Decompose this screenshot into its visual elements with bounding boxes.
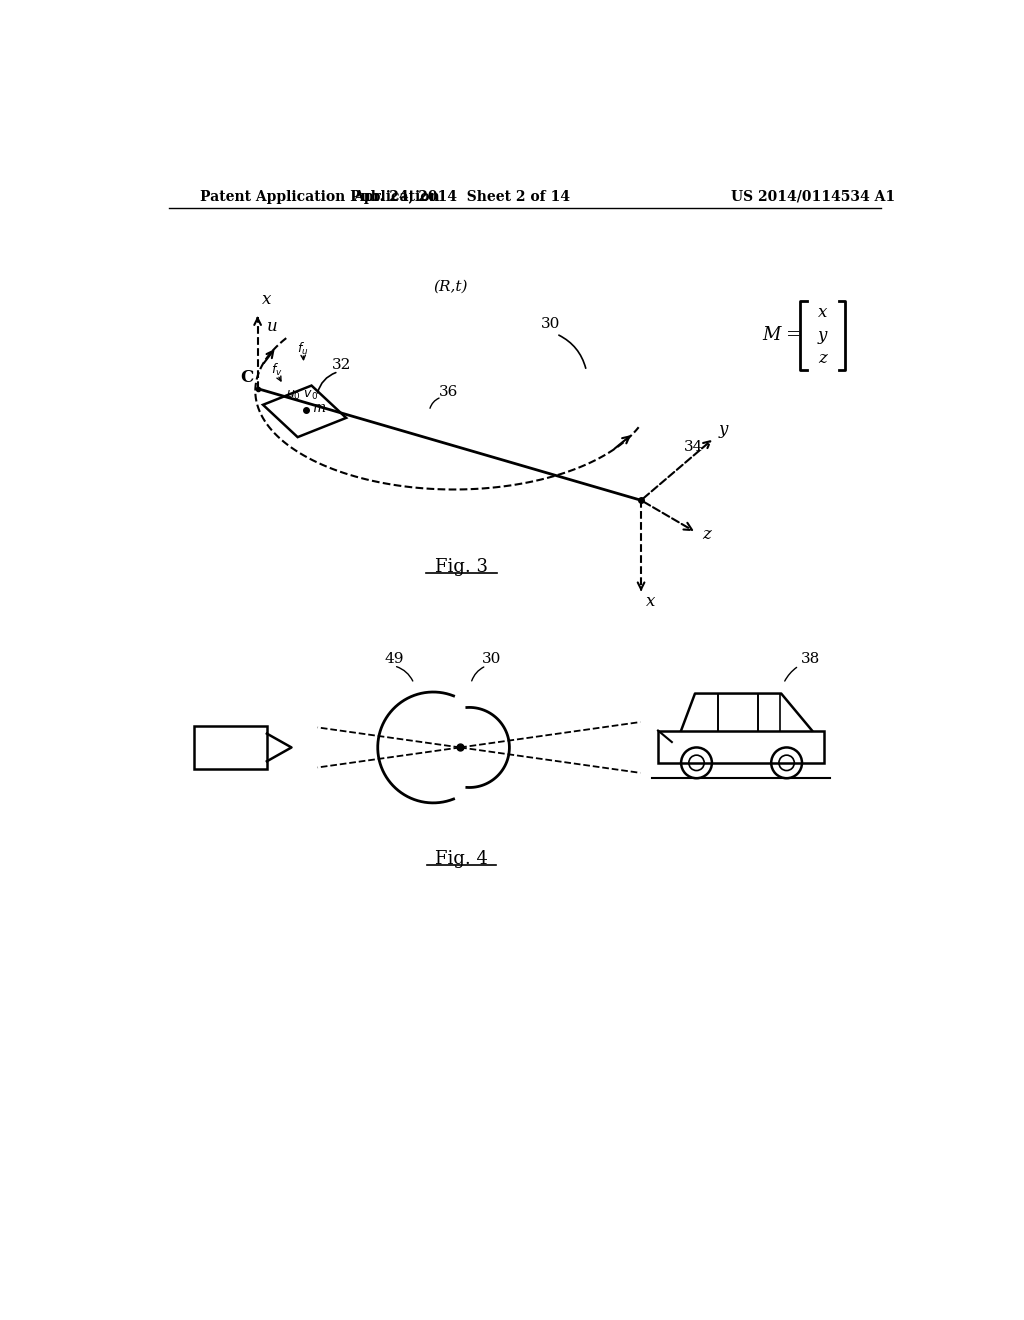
- Text: C: C: [241, 370, 254, 387]
- Text: M =: M =: [762, 326, 801, 345]
- Text: y: y: [818, 327, 827, 345]
- Text: $u_0\ v_0$: $u_0\ v_0$: [286, 389, 318, 403]
- Bar: [194, 726, 267, 770]
- Text: Apr. 24, 2014  Sheet 2 of 14: Apr. 24, 2014 Sheet 2 of 14: [353, 190, 570, 203]
- Text: 32: 32: [333, 359, 351, 372]
- Text: 30: 30: [481, 652, 501, 665]
- Text: z: z: [818, 350, 827, 367]
- Text: Patent Application Publication: Patent Application Publication: [200, 190, 439, 203]
- Text: $f_u$: $f_u$: [297, 341, 308, 356]
- Text: $f_v$: $f_v$: [271, 362, 284, 378]
- Text: x: x: [646, 594, 655, 610]
- Text: x: x: [261, 290, 270, 308]
- Text: 38: 38: [801, 652, 819, 665]
- Text: x: x: [818, 304, 827, 321]
- Text: 36: 36: [438, 384, 458, 399]
- Bar: [658, 730, 823, 763]
- Text: u: u: [267, 318, 278, 335]
- Text: z: z: [701, 527, 711, 544]
- Text: 49: 49: [385, 652, 404, 665]
- Text: 30: 30: [542, 317, 561, 331]
- Text: Fig. 4: Fig. 4: [435, 850, 488, 869]
- Text: y: y: [719, 421, 728, 438]
- Text: 34: 34: [683, 440, 702, 454]
- Text: m: m: [312, 401, 326, 416]
- Text: US 2014/0114534 A1: US 2014/0114534 A1: [731, 190, 895, 203]
- Text: (R,t): (R,t): [433, 280, 467, 294]
- Text: Fig. 3: Fig. 3: [435, 557, 488, 576]
